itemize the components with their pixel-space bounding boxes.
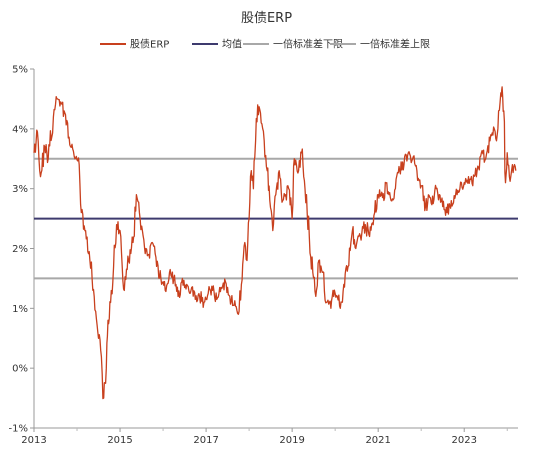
- y-tick-label: 0%: [12, 364, 28, 375]
- legend: 股债ERP 均值 一倍标准差下限 一倍标准差上限: [100, 38, 430, 51]
- x-tick-label: 2023: [451, 435, 476, 446]
- legend-label: 均值: [222, 38, 242, 51]
- chart-title: 股债ERP: [241, 11, 292, 26]
- y-tick-label: 1%: [12, 304, 28, 315]
- plot-area: [33, 86, 518, 400]
- legend-label: 一倍标准差上限: [360, 38, 430, 51]
- series-line-股债ERP: [33, 86, 517, 400]
- x-tick-label: 2013: [21, 435, 46, 446]
- y-tick-label: 2%: [12, 244, 28, 255]
- y-tick-label: 5%: [12, 65, 28, 76]
- legend-label: 一倍标准差下限: [273, 38, 343, 51]
- x-axis: 2013 2015 2017 2019 2021 2023: [21, 427, 518, 446]
- y-tick-label: 4%: [12, 124, 28, 135]
- y-tick-label: 3%: [12, 184, 28, 195]
- x-tick-label: 2019: [279, 435, 304, 446]
- x-tick-label: 2015: [107, 435, 132, 446]
- legend-label: 股债ERP: [130, 38, 169, 51]
- x-tick-label: 2021: [365, 435, 390, 446]
- y-tick-label: -1%: [9, 424, 28, 435]
- x-tick-label: 2017: [193, 435, 218, 446]
- y-axis: -1% 0% 1% 2% 3% 4% 5%: [9, 65, 35, 435]
